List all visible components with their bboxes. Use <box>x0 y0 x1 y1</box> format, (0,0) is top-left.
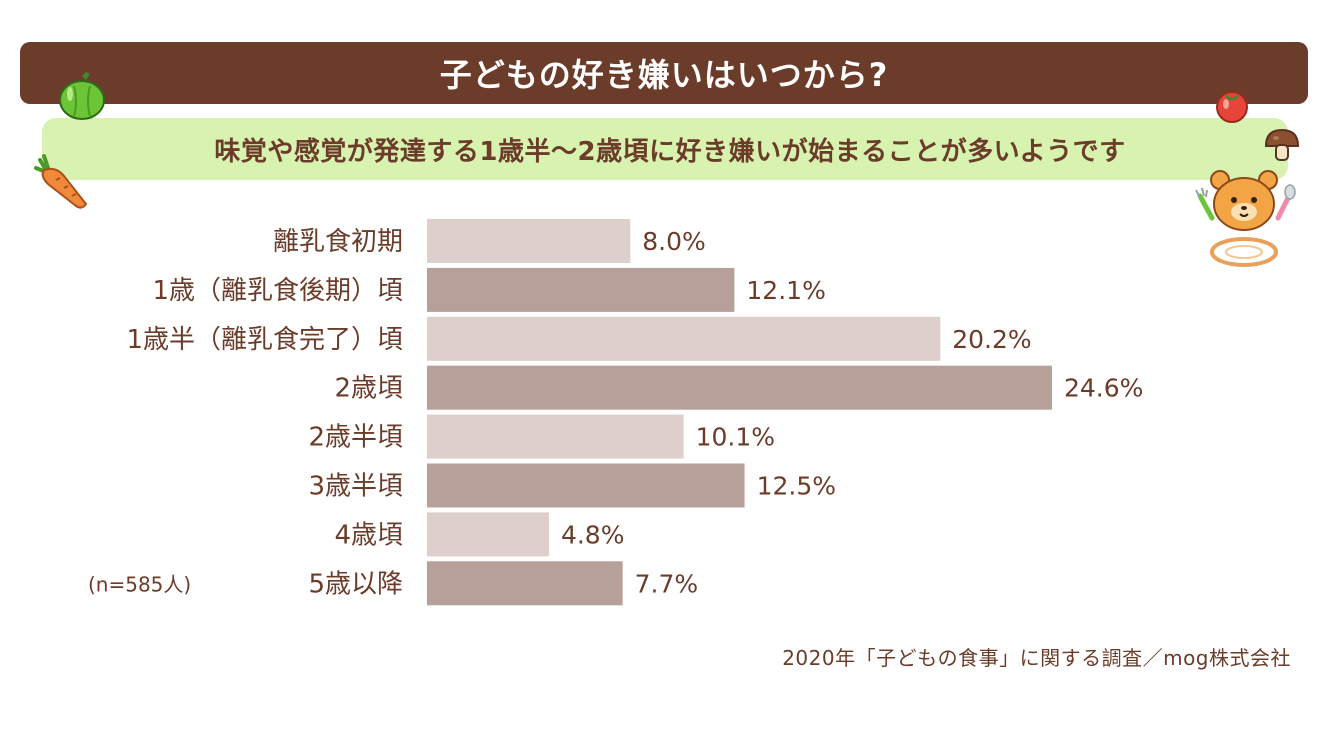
value-label-8: 7.7% <box>635 569 699 598</box>
value-label-4: 24.6% <box>1064 374 1143 403</box>
category-label-6: 3歳半頃 <box>308 472 403 502</box>
green-pepper-icon <box>59 72 105 120</box>
bar-5 <box>427 414 684 459</box>
value-label-3: 20.2% <box>952 325 1031 354</box>
category-label-1: 離乳食初期 <box>273 227 403 257</box>
chart-subtitle: 味覚や感覚が発達する1歳半～2歳頃に好き嫌いが始まることが多いようです <box>214 136 1126 167</box>
bear-mascot-icon <box>1195 170 1296 267</box>
category-label-3: 1歳半（離乳食完了）頃 <box>126 325 403 355</box>
bar-3 <box>427 316 941 361</box>
title-bar: 子どもの好き嫌いはいつから? <box>20 42 1308 104</box>
subtitle-bar: 味覚や感覚が発達する1歳半～2歳頃に好き嫌いが始まることが多いようです <box>42 118 1288 180</box>
carrot-icon <box>34 154 88 209</box>
bar-2 <box>427 267 735 312</box>
bar-8 <box>427 561 623 606</box>
bar-1 <box>427 219 631 263</box>
bar-7 <box>427 512 549 557</box>
tomato-icon <box>1216 91 1248 123</box>
category-label-2: 1歳（離乳食後期）頃 <box>152 276 403 306</box>
bar-4 <box>427 365 1052 410</box>
category-label-7: 4歳頃 <box>334 520 403 550</box>
value-label-7: 4.8% <box>561 520 625 549</box>
mushroom-icon <box>1264 128 1300 161</box>
value-label-5: 10.1% <box>696 423 775 452</box>
bar-6 <box>427 463 745 508</box>
value-label-2: 12.1% <box>746 276 825 305</box>
category-label-8: 5歳以降 <box>308 569 403 599</box>
value-label-6: 12.5% <box>757 472 836 501</box>
chart-title: 子どもの好き嫌いはいつから? <box>439 56 889 94</box>
source-note: 2020年「子どもの食事」に関する調査／mog株式会社 <box>782 646 1291 670</box>
category-label-4: 2歳頃 <box>334 374 403 404</box>
sample-size-note: (n=585人) <box>88 572 191 596</box>
category-label-5: 2歳半頃 <box>308 423 403 453</box>
value-label-1: 8.0% <box>642 227 706 256</box>
